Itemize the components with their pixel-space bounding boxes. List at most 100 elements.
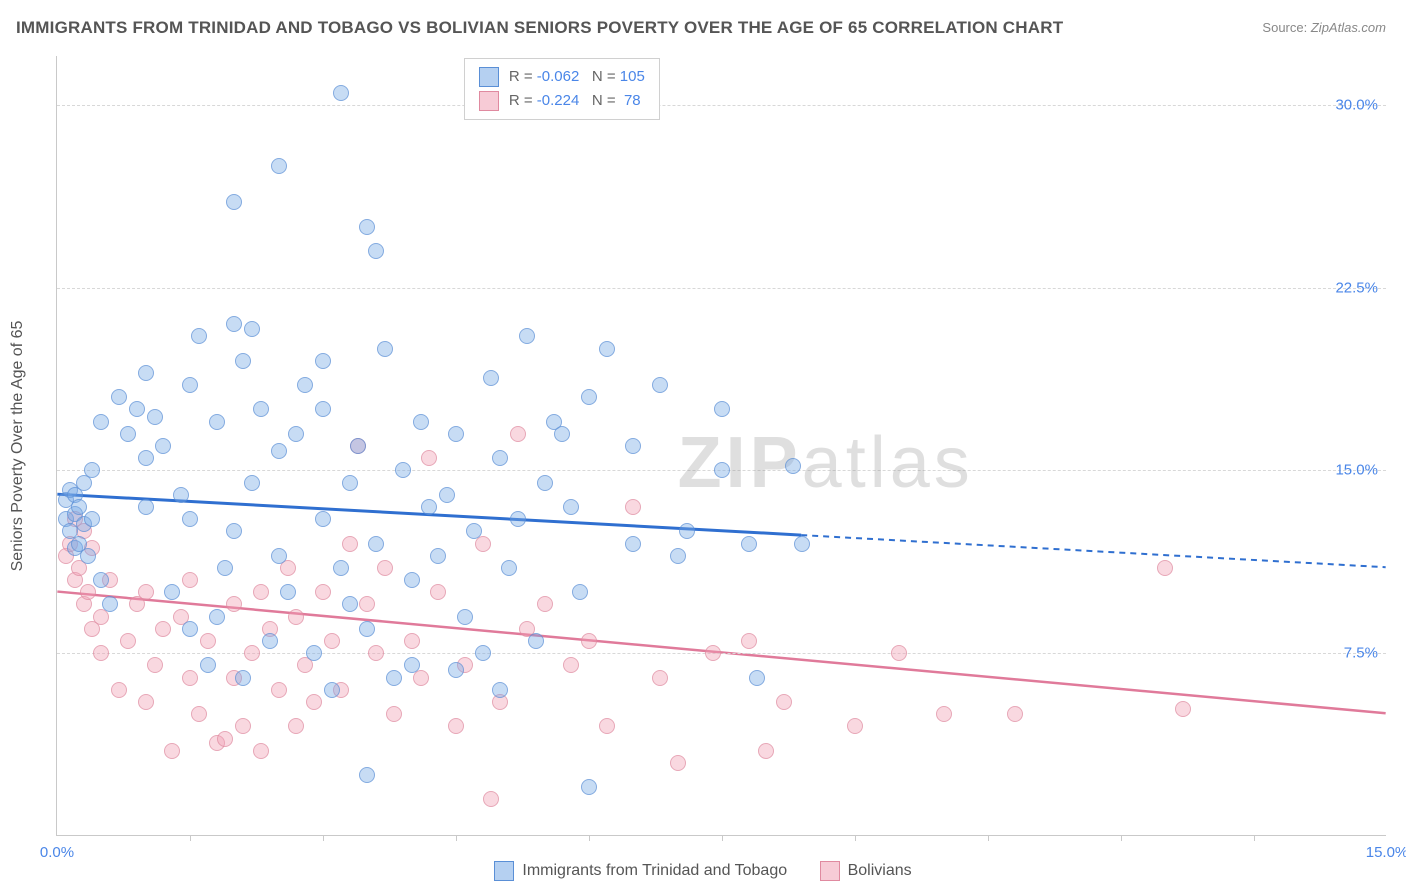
scatter-point-series1 bbox=[191, 328, 207, 344]
scatter-point-series2 bbox=[936, 706, 952, 722]
scatter-point-series1 bbox=[226, 316, 242, 332]
scatter-point-series1 bbox=[475, 645, 491, 661]
scatter-point-series2 bbox=[244, 645, 260, 661]
y-tick-label: 7.5% bbox=[1344, 645, 1378, 662]
scatter-point-series2 bbox=[182, 670, 198, 686]
scatter-point-series2 bbox=[342, 536, 358, 552]
scatter-point-series1 bbox=[625, 438, 641, 454]
scatter-point-series1 bbox=[581, 779, 597, 795]
scatter-point-series2 bbox=[625, 499, 641, 515]
scatter-point-series1 bbox=[253, 401, 269, 417]
scatter-point-series2 bbox=[741, 633, 757, 649]
scatter-point-series1 bbox=[342, 596, 358, 612]
x-minor-tick bbox=[722, 835, 723, 841]
scatter-point-series2 bbox=[847, 718, 863, 734]
scatter-point-series2 bbox=[758, 743, 774, 759]
regression-lines bbox=[57, 56, 1386, 835]
scatter-point-series1 bbox=[466, 523, 482, 539]
legend-stats: R = -0.062 N = 105R = -0.224 N = 78 bbox=[464, 58, 660, 120]
legend-stats-swatch bbox=[479, 91, 499, 111]
x-minor-tick bbox=[1254, 835, 1255, 841]
y-axis-label: Seniors Poverty Over the Age of 65 bbox=[9, 321, 27, 572]
scatter-point-series1 bbox=[510, 511, 526, 527]
y-tick-label: 22.5% bbox=[1335, 279, 1378, 296]
scatter-point-series2 bbox=[510, 426, 526, 442]
scatter-point-series1 bbox=[572, 584, 588, 600]
scatter-point-series1 bbox=[670, 548, 686, 564]
scatter-point-series1 bbox=[519, 328, 535, 344]
scatter-point-series1 bbox=[164, 584, 180, 600]
scatter-point-series2 bbox=[182, 572, 198, 588]
scatter-point-series1 bbox=[492, 682, 508, 698]
scatter-point-series1 bbox=[404, 657, 420, 673]
legend-stats-row: R = -0.224 N = 78 bbox=[479, 89, 645, 113]
scatter-point-series1 bbox=[350, 438, 366, 454]
gridline bbox=[57, 288, 1386, 289]
y-tick-label: 30.0% bbox=[1335, 96, 1378, 113]
scatter-point-series1 bbox=[138, 450, 154, 466]
scatter-point-series1 bbox=[271, 158, 287, 174]
plot-area: 7.5%15.0%22.5%30.0%0.0%15.0%ZIPatlas bbox=[56, 56, 1386, 836]
scatter-point-series1 bbox=[324, 682, 340, 698]
scatter-point-series1 bbox=[182, 621, 198, 637]
scatter-point-series1 bbox=[741, 536, 757, 552]
scatter-point-series1 bbox=[368, 243, 384, 259]
scatter-point-series1 bbox=[483, 370, 499, 386]
scatter-point-series1 bbox=[93, 414, 109, 430]
scatter-point-series2 bbox=[191, 706, 207, 722]
scatter-point-series1 bbox=[182, 511, 198, 527]
scatter-point-series1 bbox=[93, 572, 109, 588]
scatter-point-series1 bbox=[448, 662, 464, 678]
scatter-point-series1 bbox=[84, 462, 100, 478]
scatter-point-series2 bbox=[271, 682, 287, 698]
scatter-point-series1 bbox=[244, 475, 260, 491]
scatter-point-series1 bbox=[501, 560, 517, 576]
scatter-point-series1 bbox=[129, 401, 145, 417]
x-minor-tick bbox=[190, 835, 191, 841]
scatter-point-series2 bbox=[359, 596, 375, 612]
scatter-point-series1 bbox=[71, 499, 87, 515]
scatter-point-series1 bbox=[377, 341, 393, 357]
scatter-point-series2 bbox=[288, 718, 304, 734]
scatter-point-series1 bbox=[413, 414, 429, 430]
scatter-point-series1 bbox=[226, 194, 242, 210]
scatter-point-series1 bbox=[138, 499, 154, 515]
x-minor-tick bbox=[1121, 835, 1122, 841]
scatter-point-series1 bbox=[342, 475, 358, 491]
x-minor-tick bbox=[456, 835, 457, 841]
scatter-point-series2 bbox=[253, 584, 269, 600]
scatter-point-series2 bbox=[155, 621, 171, 637]
scatter-point-series2 bbox=[288, 609, 304, 625]
scatter-point-series2 bbox=[776, 694, 792, 710]
source-credit: Source: ZipAtlas.com bbox=[1262, 20, 1386, 35]
scatter-point-series1 bbox=[80, 548, 96, 564]
scatter-point-series1 bbox=[359, 767, 375, 783]
source-value: ZipAtlas.com bbox=[1311, 20, 1386, 35]
scatter-point-series1 bbox=[537, 475, 553, 491]
scatter-point-series1 bbox=[200, 657, 216, 673]
scatter-point-series1 bbox=[457, 609, 473, 625]
scatter-point-series2 bbox=[138, 694, 154, 710]
scatter-point-series2 bbox=[138, 584, 154, 600]
legend-stats-swatch bbox=[479, 67, 499, 87]
scatter-point-series1 bbox=[209, 414, 225, 430]
scatter-point-series2 bbox=[235, 718, 251, 734]
scatter-point-series1 bbox=[749, 670, 765, 686]
scatter-point-series1 bbox=[421, 499, 437, 515]
source-label: Source: bbox=[1262, 20, 1307, 35]
x-minor-tick bbox=[988, 835, 989, 841]
x-tick-label: 15.0% bbox=[1366, 844, 1406, 861]
scatter-point-series1 bbox=[315, 353, 331, 369]
scatter-point-series1 bbox=[244, 321, 260, 337]
scatter-point-series1 bbox=[386, 670, 402, 686]
scatter-point-series2 bbox=[421, 450, 437, 466]
scatter-point-series2 bbox=[315, 584, 331, 600]
scatter-point-series1 bbox=[84, 511, 100, 527]
scatter-point-series1 bbox=[785, 458, 801, 474]
scatter-point-series1 bbox=[271, 443, 287, 459]
legend-swatch-1 bbox=[494, 861, 514, 881]
scatter-point-series1 bbox=[262, 633, 278, 649]
scatter-point-series1 bbox=[404, 572, 420, 588]
scatter-point-series1 bbox=[333, 560, 349, 576]
scatter-point-series2 bbox=[226, 596, 242, 612]
